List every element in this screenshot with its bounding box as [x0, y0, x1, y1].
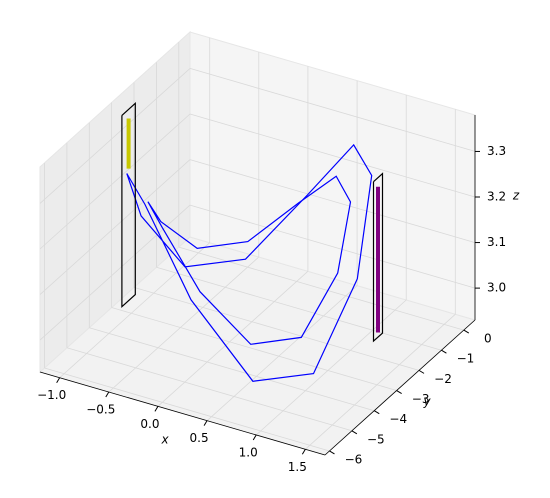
z-tick-label: 3.3: [487, 144, 506, 158]
axis-line: [39, 115, 476, 456]
trajectory: [121, 101, 136, 309]
grid-line: [88, 122, 375, 412]
grid-line: [39, 159, 476, 295]
trajectory: [126, 143, 373, 382]
y-tick: [418, 369, 425, 374]
x-tick: [56, 377, 61, 383]
grid-line: [39, 113, 476, 250]
y-tick-label: −6: [345, 452, 363, 466]
y-tick-label: 0: [484, 332, 492, 346]
y-tick-label: −2: [434, 372, 452, 386]
grid-line: [108, 52, 260, 393]
y-tick: [441, 349, 447, 354]
grid-line: [39, 68, 476, 204]
grid-line: [305, 109, 456, 450]
x-tick-label: 0.0: [140, 417, 159, 431]
x-tick-label: 1.0: [239, 445, 258, 459]
trajectory: [147, 175, 352, 345]
z-tick-label: 3.2: [487, 190, 506, 204]
x-tick-label: 1.5: [288, 460, 307, 474]
x-tick: [154, 406, 159, 412]
trajectory: [372, 172, 384, 343]
x-tick: [105, 391, 110, 398]
z-tick-label: 3.0: [487, 281, 506, 295]
y-axis-label: y: [422, 395, 431, 409]
x-tick: [203, 420, 208, 426]
y-tick: [463, 329, 470, 334]
y-tick: [351, 430, 358, 435]
y-tick-label: −4: [389, 412, 407, 426]
x-tick-label: −1.0: [37, 388, 66, 402]
grid-line: [157, 66, 309, 407]
y-tick-label: −3: [412, 392, 430, 406]
grid-line: [111, 102, 397, 391]
grid-line: [255, 95, 407, 436]
z-axis-label: z: [512, 189, 520, 203]
grid-line: [39, 204, 476, 341]
grid-line: [178, 42, 464, 331]
y-tick: [396, 390, 402, 394]
grid-line: [206, 80, 358, 421]
x-tick-label: −0.5: [86, 403, 115, 417]
x-axis-label: x: [160, 433, 169, 447]
x-tick-label: 0.5: [190, 431, 209, 445]
y-tick-label: −5: [367, 432, 385, 446]
y-tick: [373, 410, 380, 415]
x-tick: [252, 434, 257, 441]
y-tick-label: −1: [457, 352, 475, 366]
x-tick: [301, 449, 306, 455]
y-tick: [329, 450, 335, 455]
z-tick-label: 3.1: [487, 235, 506, 249]
grid-line: [44, 163, 330, 452]
grid-line: [66, 142, 353, 432]
